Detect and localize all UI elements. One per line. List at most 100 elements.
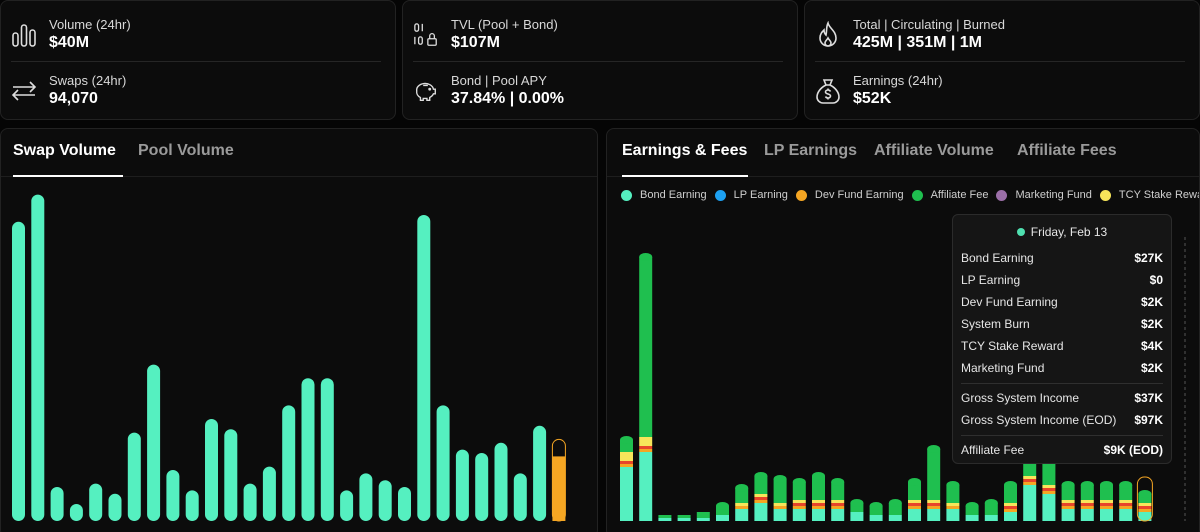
supply-label: Total | Circulating | Burned (853, 17, 1005, 32)
tab-pool-volume[interactable]: Pool Volume (138, 142, 234, 159)
tooltip-row-value: $0 (1149, 273, 1163, 287)
earnings-segment-tcy-stake-reward (1061, 500, 1075, 503)
legend-dot (795, 189, 807, 201)
swap-volume-chart (12, 194, 566, 522)
earnings-segment-affiliate-fee (850, 503, 864, 512)
earnings-segment-bond-earning (984, 515, 998, 521)
tvl-value: $107M (451, 34, 500, 51)
volume-bar (262, 466, 276, 521)
volume-label: Volume (24hr) (49, 17, 131, 32)
tooltip-row: Gross System Income (EOD) $97K (961, 413, 1163, 427)
stat-supply: Total | Circulating | Burned 425M | 351M… (805, 7, 1199, 63)
earnings-segment-tcy-stake-reward (792, 500, 806, 503)
legend-lp[interactable]: LP Earning (714, 189, 788, 201)
tab-swap-volume[interactable]: Swap Volume (13, 142, 116, 159)
earnings-segment-system-burn (1100, 503, 1113, 506)
divider (11, 61, 381, 62)
earnings-segment-tcy-stake-reward (946, 503, 960, 506)
tab-affiliate-fees[interactable]: Affiliate Fees (1017, 142, 1117, 159)
earnings-segment-affiliate-fee (735, 488, 749, 503)
earnings-bar-cap (716, 502, 729, 510)
volume-bar (205, 419, 218, 521)
tooltip-row-label: Bond Earning (961, 251, 1034, 265)
volume-bar (185, 490, 199, 521)
earnings-segment-bond-earning (1100, 509, 1113, 521)
earnings-segment-tcy-stake-reward (1138, 503, 1152, 506)
earnings-segment-affiliate-fee (908, 482, 921, 500)
earnings-segment-affiliate-fee (869, 506, 883, 515)
apy-label: Bond | Pool APY (451, 73, 547, 88)
earnings-segment-dev-fund-earning (1100, 506, 1113, 509)
tooltip-row-label: System Burn (961, 317, 1030, 331)
volume-bar (224, 429, 238, 521)
tooltip-header: Friday, Feb 13 (953, 225, 1171, 239)
earnings-bar-cap (639, 253, 653, 261)
tooltip-row-label: TCY Stake Reward (961, 339, 1064, 353)
earnings-segment-bond-earning (1061, 509, 1075, 521)
earnings-segment-affiliate-fee (831, 482, 845, 500)
legend-affiliate[interactable]: Affiliate Fee (911, 189, 989, 201)
legend-marketing[interactable]: Marketing Fund (996, 189, 1092, 201)
earnings-segment-affiliate-fee (965, 506, 979, 515)
current-bar-outline (1136, 476, 1153, 522)
earnings-bar-cap (620, 436, 633, 444)
legend-label: TCY Stake Reward (1118, 189, 1199, 201)
volume-bar (12, 221, 25, 522)
earnings-value: $52K (853, 90, 892, 107)
tab-earnings-fees[interactable]: Earnings & Fees (622, 142, 748, 159)
volume-bar (359, 473, 373, 521)
legend-dev[interactable]: Dev Fund Earning (795, 189, 904, 201)
legend-bond[interactable]: Bond Earning (621, 189, 707, 201)
earnings-segment-bond-earning (773, 509, 787, 521)
stat-earnings: Earnings (24hr) $52K (805, 63, 1199, 119)
earnings-segment-system-burn (1042, 488, 1056, 491)
earnings-segment-system-burn (1061, 503, 1075, 506)
stat-volume: Volume (24hr) $40M (1, 7, 395, 63)
active-tab-indicator (622, 175, 748, 177)
active-tab-indicator (13, 175, 123, 177)
tab-affiliate-volume[interactable]: Affiliate Volume (874, 142, 994, 159)
earnings-bar-cap (831, 478, 845, 486)
volume-bar (89, 483, 103, 521)
divider (413, 61, 783, 62)
tab-lp-earnings[interactable]: LP Earnings (764, 142, 858, 159)
earnings-bar-cap (1004, 481, 1017, 489)
earnings-segment-system-burn (831, 503, 845, 506)
earnings-segment-dev-fund-earning (908, 506, 921, 509)
earnings-bar-cap (908, 478, 921, 486)
volume-bar (147, 364, 161, 521)
earnings-segment-dev-fund-earning (754, 500, 768, 503)
chart-tooltip: Friday, Feb 13 Bond Earning $27K LP Earni… (952, 214, 1172, 464)
earnings-segment-bond-earning (850, 512, 864, 521)
earnings-segment-dev-fund-earning (946, 506, 960, 509)
right-tabs: Earnings & Fees LP Earnings Affiliate Vo… (607, 129, 1199, 177)
earnings-segment-bond-earning (869, 515, 883, 521)
tooltip-row: Dev Fund Earning $2K (961, 295, 1163, 309)
tvl-label: TVL (Pool + Bond) (451, 17, 558, 32)
tooltip-date: Friday, Feb 13 (1030, 225, 1108, 239)
left-tabs: Swap Volume Pool Volume (1, 129, 597, 177)
earnings-segment-system-burn (1023, 479, 1037, 482)
tooltip-row-label: Marketing Fund (961, 361, 1045, 375)
earnings-segment-bond-earning (888, 515, 902, 521)
legend-label: Dev Fund Earning (814, 189, 904, 201)
earnings-segment-bond-earning (677, 518, 691, 521)
earnings-segment-bond-earning (639, 452, 653, 521)
earnings-segment-system-burn (792, 503, 806, 506)
legend-label: Affiliate Fee (930, 189, 989, 201)
swaps-value: 94,070 (49, 90, 98, 107)
legend-label: Bond Earning (640, 189, 707, 201)
earnings-segment-bond-earning (1042, 494, 1056, 521)
apy-value: 37.84% | 0.00% (451, 90, 564, 107)
earnings-segment-dev-fund-earning (1138, 509, 1152, 512)
earnings-segment-tcy-stake-reward (1023, 476, 1037, 479)
earnings-segment-affiliate-fee (946, 485, 960, 503)
earnings-segment-affiliate-fee (1061, 485, 1075, 500)
earnings-bar-cap (984, 499, 998, 507)
legend-tcy[interactable]: TCY Stake Reward (1099, 189, 1199, 201)
tooltip-row-value: $2K (1140, 361, 1163, 375)
tooltip-row-value: $37K (1134, 391, 1163, 405)
volume-value: $40M (49, 34, 90, 51)
volume-bar (50, 487, 64, 521)
earnings-bar-cap (1061, 481, 1075, 489)
